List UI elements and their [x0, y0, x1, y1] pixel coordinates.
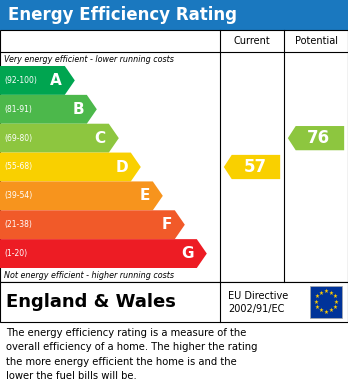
Text: ★: ★: [324, 289, 329, 294]
Text: ★: ★: [318, 308, 323, 313]
Text: (21-38): (21-38): [4, 220, 32, 229]
Text: England & Wales: England & Wales: [6, 293, 176, 311]
Text: ★: ★: [315, 294, 319, 300]
Text: The energy efficiency rating is a measure of the
overall efficiency of a home. T: The energy efficiency rating is a measur…: [6, 328, 258, 381]
Text: (69-80): (69-80): [4, 134, 32, 143]
Text: (81-91): (81-91): [4, 105, 32, 114]
Text: 2002/91/EC: 2002/91/EC: [228, 304, 284, 314]
Polygon shape: [0, 66, 75, 95]
Text: (39-54): (39-54): [4, 191, 32, 200]
Text: Energy Efficiency Rating: Energy Efficiency Rating: [8, 6, 237, 24]
Text: ★: ★: [332, 305, 337, 310]
Polygon shape: [0, 239, 207, 268]
Text: (55-68): (55-68): [4, 163, 32, 172]
Polygon shape: [0, 210, 185, 239]
Text: 76: 76: [307, 129, 330, 147]
Polygon shape: [224, 155, 280, 179]
Text: G: G: [181, 246, 194, 261]
Text: ★: ★: [334, 300, 339, 305]
Text: ★: ★: [329, 291, 333, 296]
Polygon shape: [0, 124, 119, 152]
Text: ★: ★: [318, 291, 323, 296]
Text: Not energy efficient - higher running costs: Not energy efficient - higher running co…: [4, 271, 174, 280]
Bar: [0, 0, 348, 30]
Text: EU Directive: EU Directive: [228, 291, 288, 301]
Text: D: D: [115, 160, 128, 174]
Text: ★: ★: [332, 294, 337, 300]
Text: A: A: [50, 73, 62, 88]
Text: Very energy efficient - lower running costs: Very energy efficient - lower running co…: [4, 54, 174, 63]
Text: F: F: [161, 217, 172, 232]
Text: Current: Current: [234, 36, 270, 46]
Polygon shape: [0, 95, 97, 124]
Text: ★: ★: [315, 305, 319, 310]
Text: C: C: [95, 131, 106, 145]
Bar: [0, 30, 348, 282]
Text: (92-100): (92-100): [4, 76, 37, 85]
Text: B: B: [72, 102, 84, 117]
Text: Potential: Potential: [294, 36, 338, 46]
Text: ★: ★: [324, 310, 329, 315]
Text: 57: 57: [243, 158, 266, 176]
Polygon shape: [0, 181, 163, 210]
Text: ★: ★: [329, 308, 333, 313]
Bar: [310, 286, 342, 318]
Text: (1-20): (1-20): [4, 249, 27, 258]
Text: ★: ★: [313, 300, 318, 305]
Bar: [0, 282, 348, 322]
Text: E: E: [140, 188, 150, 203]
Polygon shape: [0, 152, 141, 181]
Polygon shape: [288, 126, 344, 150]
